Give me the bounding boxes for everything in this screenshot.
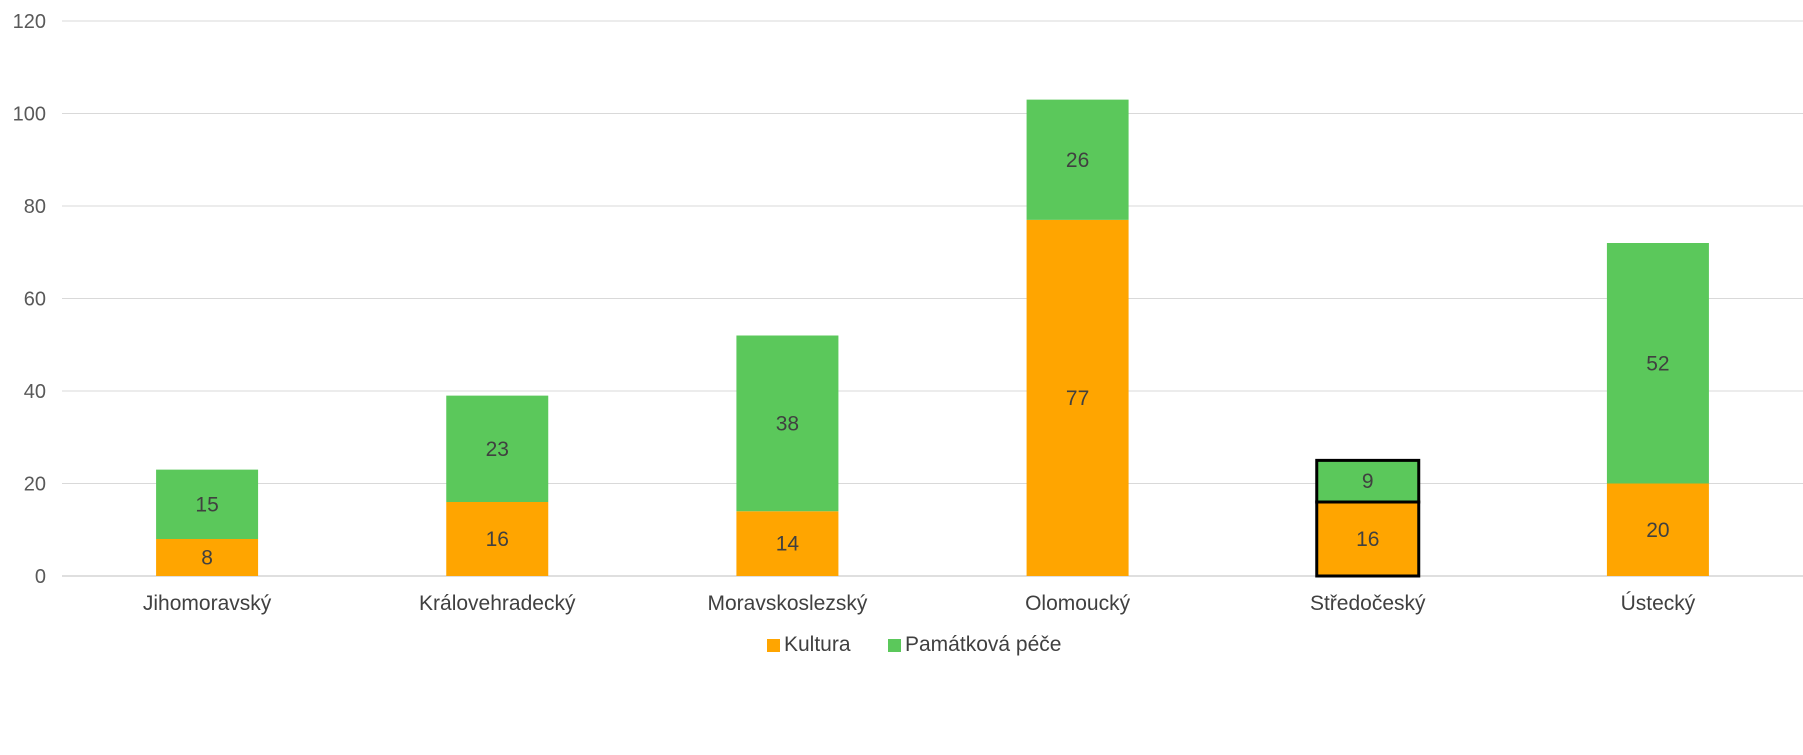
data-label: 26 <box>1066 149 1089 172</box>
data-label: 77 <box>1066 387 1089 410</box>
y-tick-label: 20 <box>24 474 46 496</box>
bars <box>156 99 1709 578</box>
data-label: 52 <box>1646 352 1669 375</box>
x-category-label: Královehradecký <box>419 592 576 615</box>
y-axis-ticks: 0 20 40 60 80 100 120 <box>13 11 46 588</box>
data-label: 23 <box>486 438 509 461</box>
legend-swatch <box>767 639 780 652</box>
data-label: 16 <box>486 528 509 551</box>
bar-segment[interactable] <box>1315 458 1421 504</box>
x-category-label: Ústecký <box>1621 592 1696 615</box>
data-label: 38 <box>776 412 799 435</box>
y-tick-label: 0 <box>35 566 46 588</box>
bar-segment[interactable] <box>1606 243 1709 484</box>
y-tick-label: 120 <box>13 11 46 33</box>
bar-segment[interactable] <box>1026 219 1129 576</box>
y-tick-label: 100 <box>13 104 46 126</box>
x-category-label: Jihomoravský <box>143 592 272 615</box>
bar-segment[interactable] <box>1026 99 1129 220</box>
data-labels: 8 15 16 23 14 38 77 26 16 9 20 52 <box>195 149 1669 570</box>
x-category-label: Středočeský <box>1310 592 1426 615</box>
bar-segment[interactable] <box>156 539 259 576</box>
y-tick-label: 80 <box>24 196 46 218</box>
bar-segment[interactable] <box>736 511 839 576</box>
data-label: 15 <box>195 493 218 516</box>
gridlines <box>62 20 1803 577</box>
y-tick-label: 60 <box>24 289 46 311</box>
data-label: 8 <box>201 547 213 570</box>
data-label: 16 <box>1356 528 1379 551</box>
legend-label: Kultura <box>784 633 851 656</box>
x-axis-categories: Jihomoravský Královehradecký Moravskoslezs… <box>143 592 1696 615</box>
bar-segment[interactable] <box>736 335 839 512</box>
data-label: 20 <box>1646 519 1669 542</box>
bar-segment[interactable] <box>446 395 549 502</box>
data-label: 14 <box>776 533 800 556</box>
legend-label: Památková péče <box>905 633 1061 656</box>
bar-segment[interactable] <box>1606 483 1709 577</box>
bar-segment[interactable] <box>446 502 549 576</box>
y-tick-label: 40 <box>24 381 46 403</box>
data-label: 9 <box>1362 470 1374 493</box>
legend: Kultura Památková péče <box>767 633 1061 656</box>
x-category-label: Olomoucký <box>1025 592 1131 615</box>
bar-segment[interactable] <box>156 469 259 539</box>
legend-swatch <box>888 639 901 652</box>
x-category-label: Moravskoslezský <box>707 592 867 615</box>
